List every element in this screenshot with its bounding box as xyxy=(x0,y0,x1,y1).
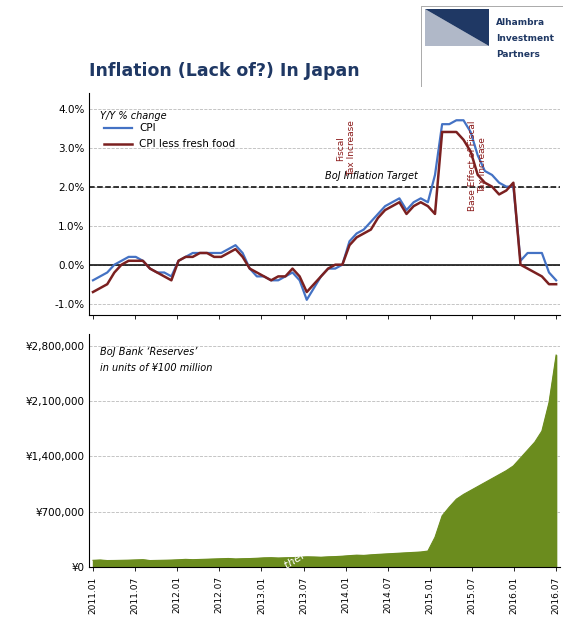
Text: Fiscal
Tax Increase: Fiscal Tax Increase xyxy=(336,121,355,176)
Text: Alhambra: Alhambra xyxy=(496,19,545,28)
Text: CPI less fresh food: CPI less fresh food xyxy=(139,138,235,149)
Text: Y/Y % change: Y/Y % change xyxy=(100,110,167,121)
Text: CPI: CPI xyxy=(139,123,156,133)
Text: BoJ Inflation Target: BoJ Inflation Target xyxy=(324,171,417,181)
Text: there is no correlation whatsoever  to the CPI: there is no correlation whatsoever to th… xyxy=(283,429,502,571)
Polygon shape xyxy=(425,9,489,46)
Text: in units of ¥100 million: in units of ¥100 million xyxy=(100,363,212,373)
Text: Base Effect of Fiscal
Tax Increase: Base Effect of Fiscal Tax Increase xyxy=(468,121,488,211)
Polygon shape xyxy=(425,9,489,46)
Text: BoJ Bank ‘Reserves’: BoJ Bank ‘Reserves’ xyxy=(100,347,197,357)
Text: Inflation (Lack of?) In Japan: Inflation (Lack of?) In Japan xyxy=(89,62,360,80)
Text: Investment: Investment xyxy=(496,35,554,44)
Text: Partners: Partners xyxy=(496,51,540,60)
